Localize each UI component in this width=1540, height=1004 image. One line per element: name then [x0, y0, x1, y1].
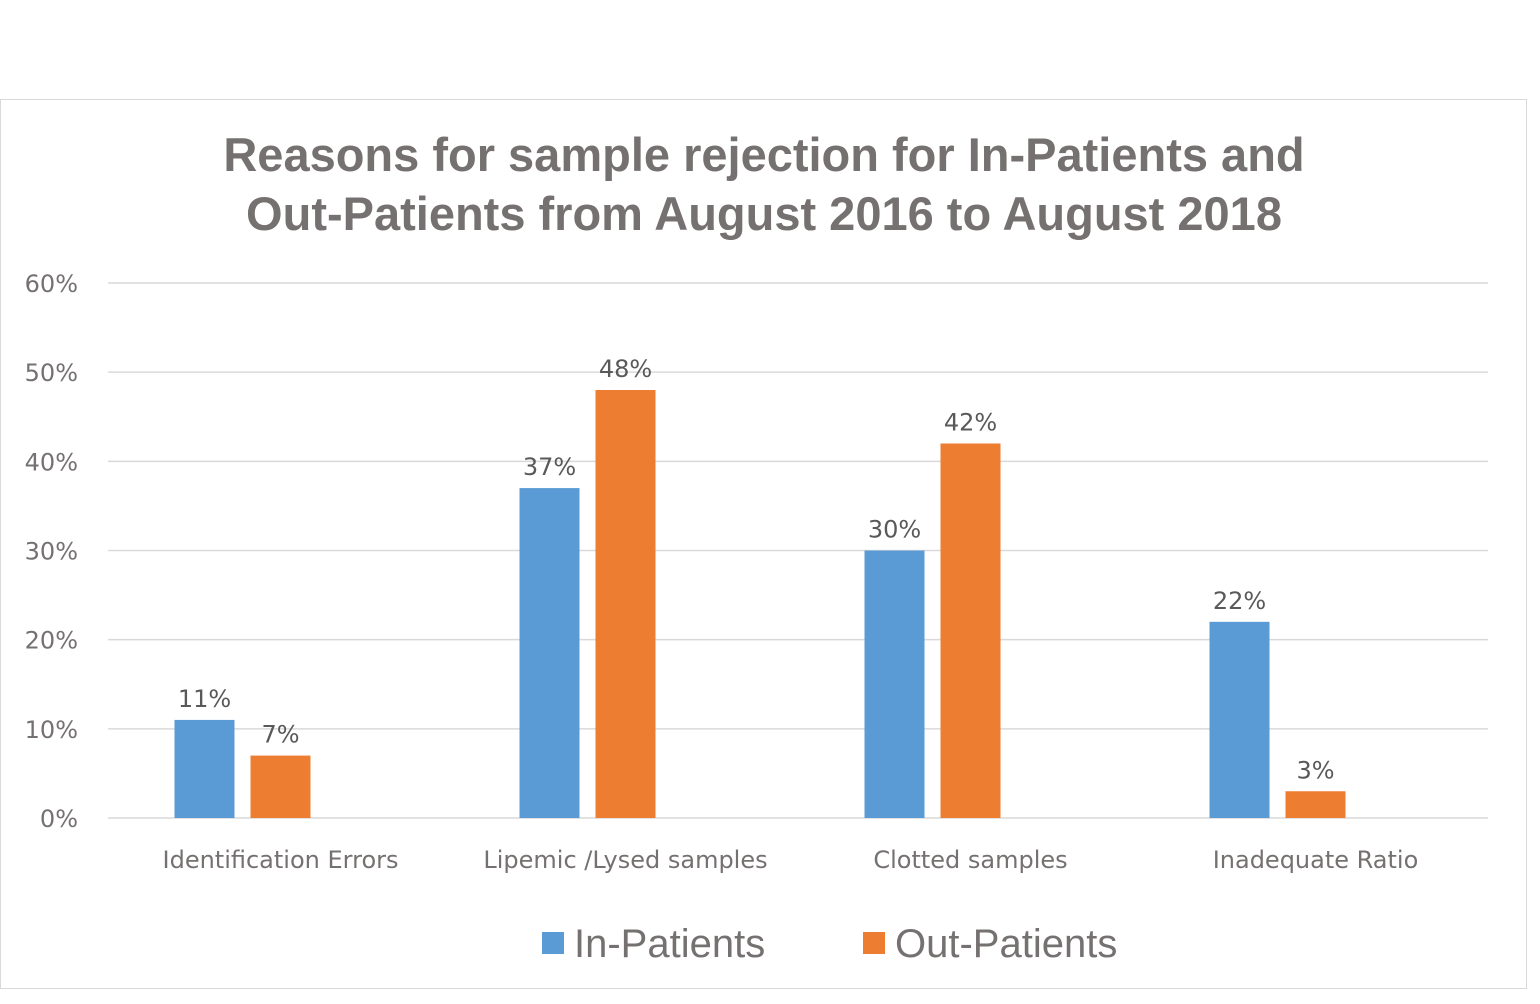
- y-tick-label: 0%: [40, 805, 78, 833]
- data-label: 22%: [1213, 587, 1266, 615]
- y-tick-label: 30%: [25, 538, 78, 566]
- chart-title: Reasons for sample rejection for In-Pati…: [0, 125, 1528, 243]
- data-label: 37%: [523, 453, 576, 481]
- data-label: 11%: [178, 685, 231, 713]
- data-label: 30%: [868, 516, 921, 544]
- data-label: 42%: [944, 409, 997, 437]
- x-category-label: Inadequate Ratio: [1213, 846, 1419, 874]
- data-label: 7%: [261, 721, 299, 749]
- bar-out-patients: [595, 390, 656, 818]
- x-category-label: Identification Errors: [163, 846, 399, 874]
- legend-label: In-Patients: [574, 922, 765, 966]
- bar-out-patients: [940, 443, 1001, 818]
- bar-out-patients: [250, 755, 311, 818]
- legend-label: Out-Patients: [895, 922, 1117, 966]
- x-category-label: Lipemic /Lysed samples: [483, 846, 767, 874]
- bar-in-patients: [174, 719, 235, 818]
- legend-swatch: [863, 932, 885, 954]
- chart-title-line2: Out-Patients from August 2016 to August …: [246, 187, 1282, 240]
- bar-in-patients: [864, 550, 925, 818]
- y-tick-label: 50%: [25, 359, 78, 387]
- chart-title-line1: Reasons for sample rejection for In-Pati…: [223, 128, 1305, 181]
- x-category-label: Clotted samples: [873, 846, 1067, 874]
- data-label: 48%: [599, 355, 652, 383]
- bar-in-patients: [519, 488, 580, 818]
- data-label: 3%: [1296, 756, 1334, 784]
- bar-out-patients: [1285, 791, 1346, 818]
- chart-frame: [0, 99, 1527, 989]
- y-tick-label: 60%: [25, 270, 78, 298]
- y-tick-label: 40%: [25, 448, 78, 476]
- y-tick-label: 10%: [25, 716, 78, 744]
- legend-swatch: [542, 932, 564, 954]
- bar-in-patients: [1209, 621, 1270, 818]
- y-tick-label: 20%: [25, 627, 78, 655]
